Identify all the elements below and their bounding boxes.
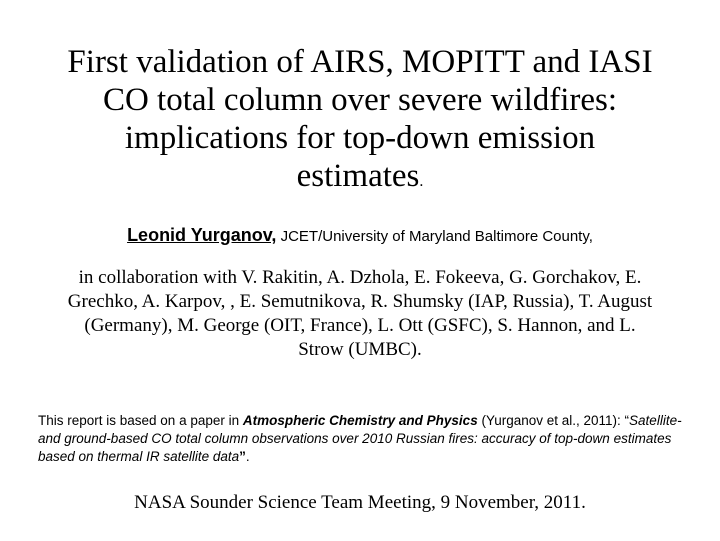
report-suffix: . xyxy=(245,449,250,464)
report-note: This report is based on a paper in Atmos… xyxy=(38,412,693,466)
report-citation: (Yurganov et al., 2011): “ xyxy=(477,413,630,428)
author-line: Leonid Yurganov, JCET/University of Mary… xyxy=(0,224,720,248)
paper-title-close-quote: ” xyxy=(239,449,246,464)
journal-name: Atmospheric Chemistry and Physics xyxy=(242,413,478,428)
title-text: First validation of AIRS, MOPITT and IAS… xyxy=(67,44,653,194)
paper-title: Satellite- and ground-based CO total col… xyxy=(38,413,682,464)
report-prefix: This report is based on a paper in xyxy=(38,413,243,428)
author-affiliation: JCET/University of Maryland Baltimore Co… xyxy=(276,228,593,245)
meeting-line: NASA Sounder Science Team Meeting, 9 Nov… xyxy=(134,492,586,513)
collaborators-text: in collaboration with V. Rakitin, A. Dzh… xyxy=(67,267,653,360)
slide-title: First validation of AIRS, MOPITT and IAS… xyxy=(60,43,660,201)
title-period: . xyxy=(419,173,424,190)
author-name: Leonid Yurganov, xyxy=(127,225,277,245)
